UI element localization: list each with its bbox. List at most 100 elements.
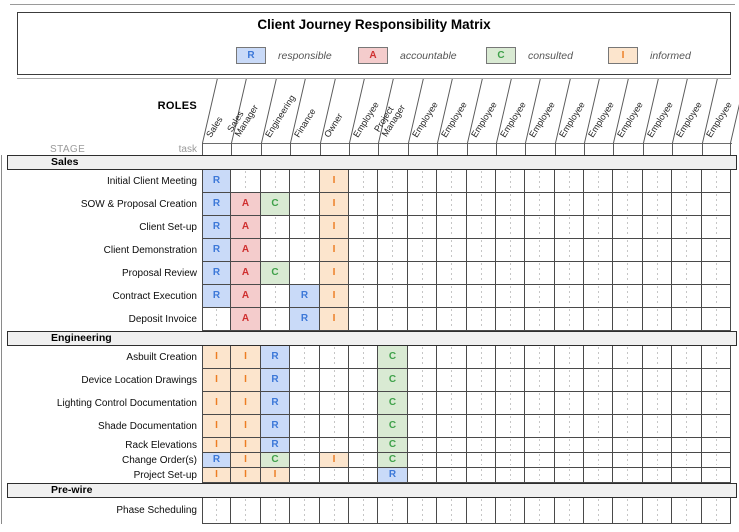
matrix-cell[interactable] <box>525 239 555 262</box>
matrix-cell[interactable]: A <box>231 216 261 239</box>
matrix-cell[interactable] <box>349 392 378 415</box>
matrix-cell[interactable] <box>437 239 467 262</box>
matrix-cell[interactable]: I <box>202 369 231 392</box>
matrix-cell[interactable] <box>467 453 496 468</box>
matrix-cell[interactable] <box>525 193 555 216</box>
matrix-cell[interactable] <box>613 285 643 308</box>
matrix-cell[interactable] <box>320 346 349 369</box>
matrix-cell[interactable] <box>467 239 496 262</box>
matrix-cell[interactable] <box>584 369 613 392</box>
matrix-cell[interactable] <box>290 262 320 285</box>
matrix-cell[interactable] <box>467 498 496 524</box>
matrix-cell[interactable] <box>496 346 525 369</box>
matrix-cell[interactable] <box>702 369 731 392</box>
matrix-cell[interactable] <box>496 438 525 453</box>
matrix-cell[interactable] <box>643 346 672 369</box>
matrix-cell[interactable]: I <box>231 392 261 415</box>
matrix-cell[interactable] <box>613 239 643 262</box>
matrix-cell[interactable] <box>290 392 320 415</box>
matrix-cell[interactable] <box>525 170 555 193</box>
matrix-cell[interactable] <box>349 193 378 216</box>
matrix-cell[interactable] <box>378 239 408 262</box>
matrix-cell[interactable] <box>672 498 702 524</box>
matrix-cell[interactable] <box>378 170 408 193</box>
matrix-cell[interactable] <box>408 392 437 415</box>
matrix-cell[interactable]: I <box>202 392 231 415</box>
matrix-cell[interactable] <box>349 468 378 483</box>
matrix-cell[interactable] <box>290 498 320 524</box>
matrix-cell[interactable] <box>584 239 613 262</box>
matrix-cell[interactable] <box>525 392 555 415</box>
matrix-cell[interactable] <box>584 285 613 308</box>
matrix-cell[interactable] <box>496 216 525 239</box>
matrix-cell[interactable] <box>320 415 349 438</box>
matrix-cell[interactable] <box>467 216 496 239</box>
matrix-cell[interactable] <box>349 498 378 524</box>
matrix-cell[interactable] <box>702 415 731 438</box>
matrix-cell[interactable] <box>378 285 408 308</box>
matrix-cell[interactable]: R <box>261 415 290 438</box>
matrix-cell[interactable] <box>525 285 555 308</box>
matrix-cell[interactable] <box>613 392 643 415</box>
matrix-cell[interactable] <box>437 308 467 331</box>
matrix-cell[interactable] <box>584 308 613 331</box>
matrix-cell[interactable] <box>496 392 525 415</box>
matrix-cell[interactable] <box>408 346 437 369</box>
matrix-cell[interactable] <box>496 308 525 331</box>
matrix-cell[interactable] <box>408 498 437 524</box>
matrix-cell[interactable] <box>408 415 437 438</box>
matrix-cell[interactable]: C <box>378 346 408 369</box>
matrix-cell[interactable] <box>496 369 525 392</box>
matrix-cell[interactable] <box>202 498 231 524</box>
matrix-cell[interactable] <box>643 453 672 468</box>
matrix-cell[interactable] <box>584 392 613 415</box>
matrix-cell[interactable] <box>467 468 496 483</box>
matrix-cell[interactable] <box>290 369 320 392</box>
matrix-cell[interactable] <box>496 453 525 468</box>
matrix-cell[interactable] <box>555 415 584 438</box>
matrix-cell[interactable] <box>349 170 378 193</box>
matrix-cell[interactable] <box>349 346 378 369</box>
matrix-cell[interactable] <box>643 468 672 483</box>
matrix-cell[interactable] <box>643 308 672 331</box>
matrix-cell[interactable] <box>555 453 584 468</box>
matrix-cell[interactable] <box>290 216 320 239</box>
matrix-cell[interactable] <box>467 262 496 285</box>
matrix-cell[interactable] <box>408 285 437 308</box>
matrix-cell[interactable]: I <box>261 468 290 483</box>
matrix-cell[interactable]: I <box>202 468 231 483</box>
matrix-cell[interactable] <box>555 369 584 392</box>
matrix-cell[interactable] <box>525 308 555 331</box>
matrix-cell[interactable] <box>525 262 555 285</box>
matrix-cell[interactable] <box>702 285 731 308</box>
matrix-cell[interactable] <box>702 262 731 285</box>
matrix-cell[interactable] <box>672 369 702 392</box>
matrix-cell[interactable]: R <box>290 308 320 331</box>
matrix-cell[interactable] <box>349 262 378 285</box>
matrix-cell[interactable]: I <box>231 369 261 392</box>
matrix-cell[interactable] <box>613 498 643 524</box>
matrix-cell[interactable] <box>672 392 702 415</box>
matrix-cell[interactable]: A <box>231 308 261 331</box>
matrix-cell[interactable] <box>672 308 702 331</box>
matrix-cell[interactable]: I <box>320 262 349 285</box>
matrix-cell[interactable]: I <box>320 308 349 331</box>
matrix-cell[interactable] <box>437 262 467 285</box>
matrix-cell[interactable] <box>437 285 467 308</box>
matrix-cell[interactable] <box>467 415 496 438</box>
matrix-cell[interactable] <box>702 498 731 524</box>
matrix-cell[interactable] <box>349 438 378 453</box>
matrix-cell[interactable] <box>555 216 584 239</box>
matrix-cell[interactable] <box>437 468 467 483</box>
matrix-cell[interactable] <box>525 438 555 453</box>
matrix-cell[interactable] <box>496 498 525 524</box>
matrix-cell[interactable] <box>437 438 467 453</box>
matrix-cell[interactable] <box>496 193 525 216</box>
matrix-cell[interactable] <box>702 216 731 239</box>
matrix-cell[interactable] <box>643 392 672 415</box>
matrix-cell[interactable]: R <box>202 239 231 262</box>
matrix-cell[interactable]: R <box>378 468 408 483</box>
matrix-cell[interactable] <box>672 170 702 193</box>
matrix-cell[interactable] <box>437 193 467 216</box>
matrix-cell[interactable]: I <box>231 415 261 438</box>
